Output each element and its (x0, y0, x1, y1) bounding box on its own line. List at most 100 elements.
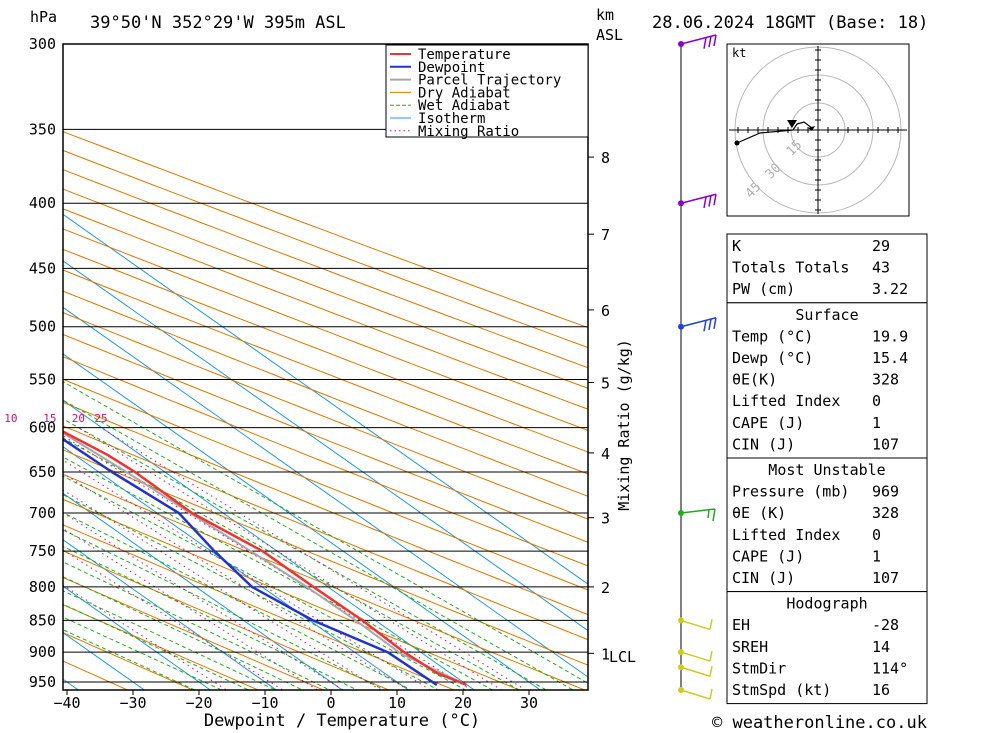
isotherm-line (63, 446, 410, 690)
wet-adiabat-line (63, 629, 196, 690)
pressure-tick-label: 600 (29, 419, 56, 437)
mixing-ratio-line (63, 489, 382, 690)
wet-adiabat-line (63, 576, 304, 690)
indices-row-value: 43 (872, 259, 890, 277)
mixing-ratio-label: 10 (4, 412, 17, 425)
km-tick-label: 3 (601, 510, 610, 528)
dry-adiabat-line (63, 576, 325, 690)
hodograph-stats-row-value: -28 (872, 616, 899, 634)
pressure-tick-label: 850 (29, 611, 56, 629)
temperature-tick-label: 30 (520, 694, 538, 712)
temperature-tick-label: 10 (388, 694, 406, 712)
pressure-tick-label: 700 (29, 504, 56, 522)
wet-adiabat-line (63, 381, 588, 684)
wet-adiabat-line (63, 399, 574, 690)
pressure-tick-label: 500 (29, 318, 56, 336)
mixing-ratio-label: 25 (94, 412, 107, 425)
hodograph-stats-row-value: 16 (872, 681, 890, 699)
dry-adiabat-line (63, 269, 588, 475)
credit-label: © weatheronline.co.uk (712, 713, 927, 733)
wind-barb (678, 664, 713, 677)
most-unstable-row-value: 107 (872, 569, 899, 587)
dry-adiabat-line (63, 312, 588, 520)
legend-label: Dry Adiabat (418, 85, 511, 101)
most-unstable-row-value: 1 (872, 547, 881, 565)
indices-row-label: PW (cm) (732, 280, 795, 298)
isotherm-line (63, 399, 476, 690)
x-axis-label: Dewpoint / Temperature (°C) (204, 711, 480, 731)
most-unstable-table (726, 457, 928, 593)
mixing-ratio-labels: 12346810152025 (4, 412, 107, 425)
storm-motion-marker (808, 126, 815, 131)
mixing-ratio-line (78, 427, 503, 690)
wind-barb (678, 508, 716, 522)
most-unstable-row-value: 0 (872, 526, 881, 544)
location-label: 39°50'N 352°29'W 395m ASL (90, 13, 346, 33)
dry-adiabat-line (63, 425, 588, 641)
mixing-ratio-line (100, 427, 527, 690)
sounding-series (63, 430, 467, 687)
dry-adiabat-line (63, 550, 391, 690)
surface-row-label: CIN (J) (732, 435, 795, 453)
dry-adiabat-line (63, 631, 195, 690)
surface-row-value: 0 (872, 392, 881, 410)
lcl-label: LCL (609, 648, 636, 666)
surface-row-value: 15.4 (872, 349, 908, 367)
dry-adiabat-line (63, 356, 588, 567)
isotherm-line (63, 539, 278, 690)
legend-label: Mixing Ratio (418, 124, 519, 140)
isotherm-line (63, 585, 212, 690)
temperature-tick-label: −20 (185, 694, 212, 712)
surface-row-value: 328 (872, 371, 899, 389)
wind-barb (678, 34, 717, 49)
most-unstable-row-label: θE (K) (732, 504, 786, 522)
mixing-ratio-line (63, 472, 410, 690)
most-unstable-title: Most Unstable (768, 461, 885, 479)
legend-label: Temperature (418, 47, 511, 63)
hodograph-stats-row-label: EH (732, 616, 750, 634)
dry-adiabat-line (63, 604, 260, 690)
km-tick-label: 2 (601, 579, 610, 597)
most-unstable-row-label: CIN (J) (732, 569, 795, 587)
km-tick-label: 7 (601, 226, 610, 244)
most-unstable-row-value: 328 (872, 504, 899, 522)
surface-row-label: Dewp (°C) (732, 349, 813, 367)
most-unstable-row-label: Lifted Index (732, 526, 840, 544)
isotherm-line (0, 6, 41, 711)
wind-profile (678, 34, 717, 700)
isotherm-line (63, 213, 588, 585)
surface-title: Surface (795, 306, 858, 324)
dry-adiabat-line (63, 498, 521, 690)
axes: 3003504004505005506006507007508008509009… (29, 35, 538, 712)
plot-frame (62, 43, 589, 691)
km-scale: 1 2 3 4 5 6 7 8 LCL (588, 149, 636, 666)
isotherm-line (63, 632, 146, 690)
wet-adiabat-line (63, 418, 548, 690)
indices-row-value: 3.22 (872, 280, 908, 298)
mixing-ratio-label: 20 (72, 412, 85, 425)
surface-row-label: Temp (°C) (732, 327, 813, 345)
mixing-ratio-line (63, 435, 473, 690)
isotherm-line (63, 353, 542, 690)
pressure-tick-label: 550 (29, 370, 56, 388)
km-tick-label: 6 (601, 302, 610, 320)
wet-adiabat-line (63, 529, 386, 690)
pressure-tick-label: 300 (29, 35, 56, 53)
hodograph-stats-row-label: SREH (732, 638, 768, 656)
wet-adiabat-line (63, 456, 494, 690)
hodograph-trace (736, 121, 813, 144)
pressure-tick-label: 450 (29, 259, 56, 277)
indices-row-label: Totals Totals (732, 259, 849, 277)
isotherm-line (63, 260, 588, 632)
pressure-tick-label: 900 (29, 643, 56, 661)
dewpoint-line (63, 437, 438, 686)
pressure-tick-label: 400 (29, 194, 56, 212)
hodograph-stats-row-label: StmSpd (kt) (732, 681, 831, 699)
hodograph-stats-title: Hodograph (786, 595, 867, 613)
legend-label: Isotherm (418, 111, 485, 127)
hodograph-stats-table (726, 591, 928, 705)
surface-row-value: 1 (872, 414, 881, 432)
